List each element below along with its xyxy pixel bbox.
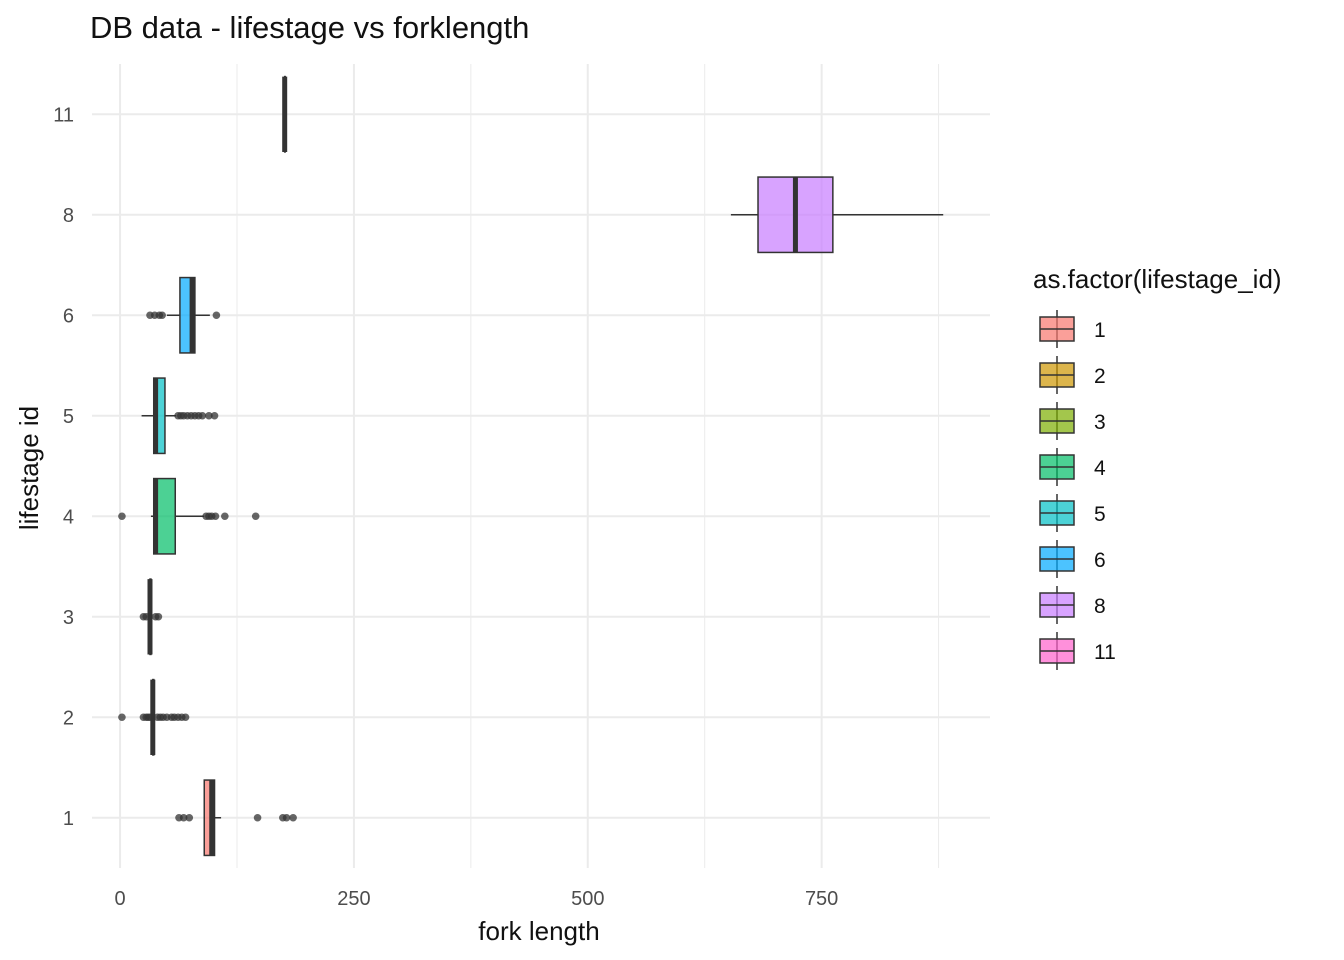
x-tick-label: 0 <box>115 888 126 910</box>
legend-label: 1 <box>1094 319 1106 342</box>
y-tick-label: 5 <box>63 406 74 428</box>
outlier-point <box>142 612 151 621</box>
chart-title: DB data - lifestage vs forklength <box>90 10 530 45</box>
outlier-point <box>158 311 166 320</box>
outlier-point <box>289 813 297 822</box>
y-tick-label: 11 <box>53 104 74 126</box>
y-tick-label: 3 <box>63 607 74 629</box>
legend-title: as.factor(lifestage_id) <box>1033 264 1282 294</box>
legend-label: 5 <box>1094 503 1106 526</box>
legend-key-2: 2 <box>1039 356 1106 394</box>
legend-label: 6 <box>1094 549 1106 572</box>
legend-key-11: 11 <box>1039 632 1116 670</box>
outlier-point <box>210 411 219 420</box>
legend-label: 4 <box>1094 457 1106 480</box>
outlier-point <box>146 713 154 722</box>
box-lifestage-11 <box>282 75 288 153</box>
legend-label: 8 <box>1094 595 1106 618</box>
outlier-point <box>185 813 194 822</box>
legend-key-4: 4 <box>1039 448 1106 486</box>
box-layer <box>118 75 944 857</box>
legend-key-5: 5 <box>1039 494 1106 532</box>
legend-label: 2 <box>1094 365 1106 388</box>
box-lifestage-5 <box>141 377 219 455</box>
outlier-point <box>212 311 221 320</box>
box-lifestage-8 <box>730 176 944 254</box>
grid-layer <box>92 64 990 868</box>
outlier-point <box>179 813 188 822</box>
legend: as.factor(lifestage_id) 1 2 3 4 5 6 8 11 <box>1033 264 1282 670</box>
y-tick-label: 2 <box>63 707 74 729</box>
y-tick-label: 1 <box>63 808 74 830</box>
box-lifestage-1 <box>175 779 297 857</box>
outlier-point <box>154 612 163 621</box>
outlier-point <box>282 813 291 822</box>
legend-key-1: 1 <box>1039 310 1106 348</box>
outlier-point <box>251 512 260 521</box>
outlier-point <box>211 512 220 521</box>
box-lifestage-6 <box>146 276 221 354</box>
legend-label: 3 <box>1094 411 1106 434</box>
x-axis-title: fork length <box>478 916 599 946</box>
y-axis-ticks: 1 2 3 4 5 6 8 11 <box>53 104 74 830</box>
y-tick-label: 8 <box>63 205 74 227</box>
outlier-point <box>181 713 190 722</box>
outlier-point <box>118 512 126 521</box>
y-tick-label: 6 <box>63 305 74 327</box>
legend-key-6: 6 <box>1039 540 1106 578</box>
legend-key-3: 3 <box>1039 402 1106 440</box>
x-tick-label: 750 <box>805 888 838 910</box>
outlier-point <box>221 512 229 521</box>
x-tick-label: 500 <box>571 888 604 910</box>
legend-key-8: 8 <box>1039 586 1106 624</box>
outlier-point <box>198 411 207 420</box>
legend-items: 1 2 3 4 5 6 8 11 <box>1039 310 1116 670</box>
box-lifestage-3 <box>139 578 163 656</box>
box-lifestage-4 <box>118 477 260 555</box>
x-tick-label: 250 <box>337 888 370 910</box>
outlier-point <box>253 813 262 822</box>
outlier-point <box>205 411 213 420</box>
legend-label: 11 <box>1094 641 1116 664</box>
x-axis-ticks: 0 250 500 750 <box>115 888 839 910</box>
y-axis-title: lifestage id <box>14 406 44 530</box>
y-tick-label: 4 <box>63 506 74 528</box>
box-lifestage-2 <box>118 678 190 756</box>
outlier-point <box>118 713 126 722</box>
